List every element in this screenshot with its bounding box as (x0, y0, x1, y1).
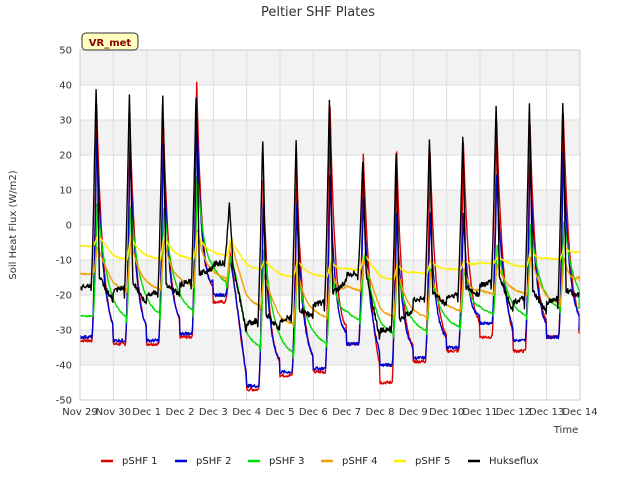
y-axis: -50 -40 -30 -20 -10 0 10 20 30 40 50 (56, 46, 72, 407)
x-tick-label: Dec 9 (399, 407, 428, 418)
legend-label: pSHF 5 (415, 456, 451, 467)
x-tick-label: Dec 10 (429, 407, 464, 418)
x-tick-label: Dec 6 (299, 407, 328, 418)
x-tick-label: Dec 2 (166, 407, 195, 418)
vr-met-badge: VR_met (81, 32, 139, 51)
y-tick-label: -40 (56, 361, 72, 372)
y-tick-label: -30 (56, 326, 72, 337)
legend: pSHF 1 pSHF 2 pSHF 3 pSHF 4 pSHF 5 Hukseflux (101, 456, 539, 467)
grid-band (80, 50, 580, 85)
x-tick-label: Dec 14 (562, 407, 597, 418)
y-tick-label: 30 (59, 116, 72, 127)
y-tick-label: -20 (56, 291, 72, 302)
x-tick-label: Nov 29 (62, 407, 97, 418)
x-tick-label: Dec 12 (496, 407, 531, 418)
x-tick-label: Dec 8 (366, 407, 395, 418)
legend-label: pSHF 1 (122, 456, 158, 467)
x-tick-label: Dec 5 (266, 407, 295, 418)
y-tick-label: 0 (66, 221, 72, 232)
x-tick-label: Dec 1 (132, 407, 161, 418)
x-tick-label: Dec 13 (529, 407, 564, 418)
x-tick-label: Dec 11 (462, 407, 497, 418)
legend-item-pshf-2: pSHF 2 (175, 456, 232, 467)
y-tick-label: 10 (59, 186, 72, 197)
y-tick-label: 40 (59, 81, 72, 92)
legend-label: pSHF 4 (342, 456, 378, 467)
legend-item-pshf-5: pSHF 5 (394, 456, 451, 467)
legend-item-pshf-1: pSHF 1 (101, 456, 158, 467)
y-axis-title: Soil Heat Flux (W/m2) (8, 170, 19, 279)
series-line-pshf-4 (79, 229, 581, 328)
series-line-hukseflux (79, 89, 581, 340)
x-tick-label: Dec 7 (332, 407, 361, 418)
y-tick-label: 20 (59, 151, 72, 162)
plot-border (79, 49, 581, 401)
legend-label: pSHF 2 (196, 456, 232, 467)
legend-label: Hukseflux (489, 456, 539, 467)
y-tick-label: 50 (59, 46, 72, 57)
y-tick-label: -10 (56, 256, 72, 267)
series-layer (79, 81, 581, 392)
series-line-pshf-5 (79, 231, 581, 283)
x-tick-label: Nov 30 (96, 407, 131, 418)
badge-box (81, 32, 139, 51)
grid-band (80, 330, 580, 365)
badge-label: VR_met (89, 38, 132, 49)
x-axis-title: Time (553, 425, 578, 436)
x-tick-label: Dec 3 (199, 407, 228, 418)
chart-title: Peltier SHF Plates (261, 5, 375, 20)
legend-label: pSHF 3 (269, 456, 305, 467)
legend-item-hukseflux: Hukseflux (468, 456, 539, 467)
x-tick-label: Dec 4 (232, 407, 261, 418)
legend-item-pshf-3: pSHF 3 (248, 456, 305, 467)
y-tick-label: -50 (56, 396, 72, 407)
legend-item-pshf-4: pSHF 4 (321, 456, 378, 467)
